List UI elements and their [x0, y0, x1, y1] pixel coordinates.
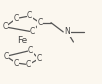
Text: C: C: [36, 54, 41, 63]
Text: C: C: [27, 11, 32, 20]
Text: N: N: [64, 27, 70, 36]
Text: C: C: [14, 14, 19, 23]
Text: C: C: [14, 58, 19, 68]
Text: C: C: [28, 46, 33, 55]
Text: C: C: [30, 27, 35, 36]
Text: C: C: [26, 60, 31, 69]
Text: C: C: [2, 22, 8, 31]
Text: C: C: [3, 52, 9, 61]
Text: Fe: Fe: [17, 36, 28, 45]
Text: C: C: [37, 18, 42, 27]
